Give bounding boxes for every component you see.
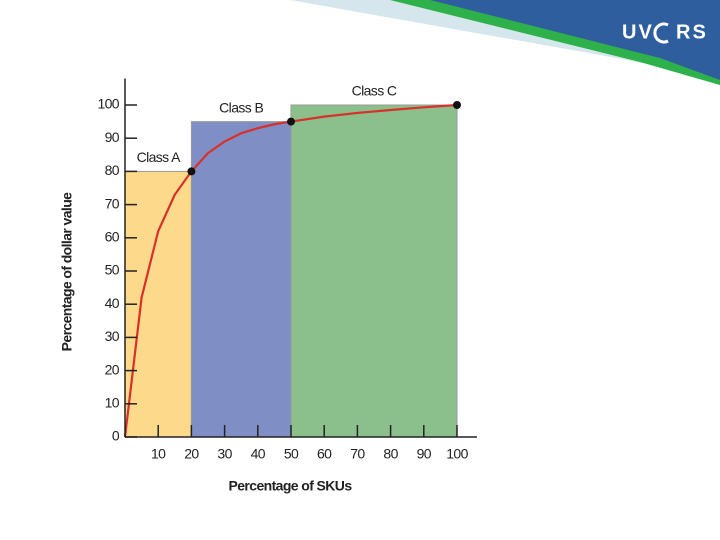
y-tick-label: 40: [105, 295, 120, 311]
curve: [123, 103, 458, 438]
y-tick-label: 80: [105, 162, 120, 178]
class-region: [290, 104, 458, 438]
logo-right: RS: [676, 21, 708, 43]
y-tick-label: 50: [105, 262, 120, 278]
class-label: Class B: [219, 99, 263, 115]
class-label: Class C: [352, 83, 397, 99]
logo-mark: [653, 22, 669, 44]
x-tick-label: 40: [251, 446, 266, 462]
y-tick-label: 60: [105, 229, 120, 245]
y-tick-label: 20: [105, 361, 120, 377]
logo-left: UV: [622, 21, 654, 43]
breakpoint: [187, 167, 196, 176]
x-tick-label: 60: [317, 446, 332, 462]
x-tick-label: 100: [446, 446, 468, 462]
x-tick-label: 70: [350, 446, 365, 462]
x-tick-label: 10: [151, 446, 166, 462]
x-tick-label: 90: [417, 446, 432, 462]
y-tick-label: 30: [105, 328, 120, 344]
breakpoint: [453, 101, 461, 109]
x-axis-label: Percentage of SKUs: [228, 478, 352, 494]
y-axis-label: Percentage of dollar value: [59, 192, 75, 351]
banner-blue: [430, 0, 720, 80]
y-tick-label: 70: [105, 195, 120, 211]
class-region: [190, 121, 292, 438]
x-tick-label: 30: [217, 446, 232, 462]
breakpoint: [287, 117, 295, 126]
y-tick-label: 100: [97, 96, 119, 112]
y-tick-label: 90: [105, 129, 120, 145]
class-label: Class A: [137, 149, 182, 165]
x-tick-label: 20: [184, 446, 199, 462]
y-tick-label: 10: [105, 395, 120, 411]
x-tick-label: 50: [284, 446, 299, 462]
x-tick-label: 80: [383, 446, 398, 462]
y-tick-label: 0: [112, 428, 120, 444]
